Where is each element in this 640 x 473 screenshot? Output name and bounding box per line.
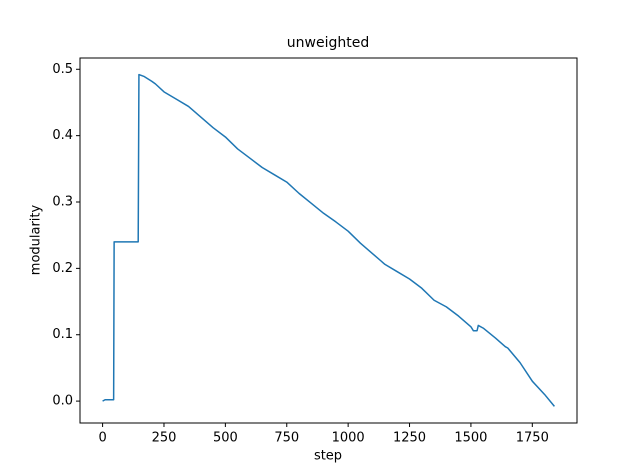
x-tick-label: 1750 [516, 431, 549, 446]
y-tick-label: 0.1 [52, 327, 73, 342]
y-axis-label: modularity [29, 204, 44, 275]
y-tick-label: 0.3 [52, 195, 73, 210]
y-tick-label: 0.4 [52, 128, 73, 143]
x-tick-label: 1500 [454, 431, 487, 446]
x-axis-label: step [314, 449, 342, 464]
y-tick-label: 0.5 [52, 62, 73, 77]
x-tick-label: 750 [274, 431, 299, 446]
x-tick-label: 0 [98, 431, 106, 446]
x-tick-label: 250 [152, 431, 177, 446]
chart-title: unweighted [287, 35, 369, 51]
x-tick-label: 1250 [393, 431, 426, 446]
data-line [102, 73, 555, 407]
x-tick-label: 500 [213, 431, 238, 446]
y-tick-label: 0.2 [52, 261, 73, 276]
x-tick-label: 1000 [332, 431, 365, 446]
y-tick-label: 0.0 [52, 394, 73, 409]
plot-frame [79, 57, 578, 424]
